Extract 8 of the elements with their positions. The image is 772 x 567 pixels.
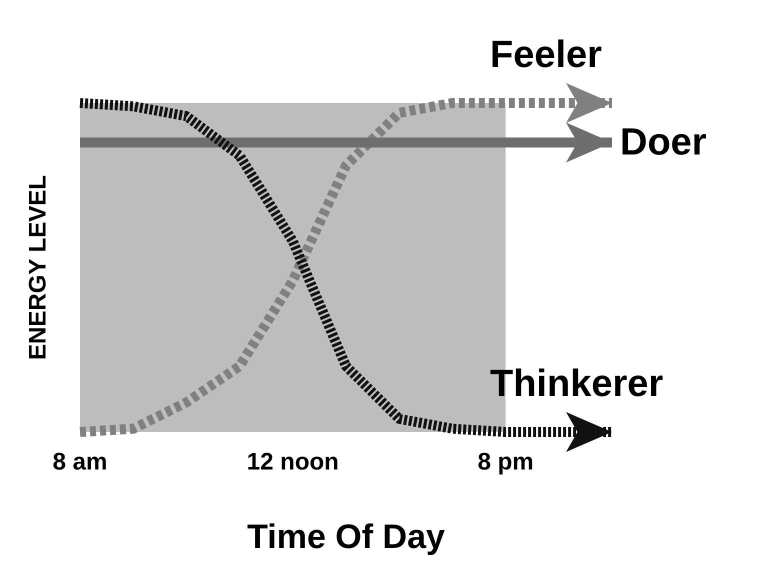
legend-label: Doer bbox=[620, 121, 707, 164]
y-axis-title: ENERGY LEVEL bbox=[24, 175, 52, 360]
series-label: Thinkerer bbox=[490, 363, 664, 405]
x-tick-label: 8 am bbox=[52, 448, 108, 476]
series-label: Feeler bbox=[490, 34, 602, 76]
x-tick-label: 12 noon bbox=[246, 448, 339, 476]
x-tick-label: 8 pm bbox=[478, 448, 534, 476]
x-axis-title: Time Of Day bbox=[247, 518, 445, 556]
